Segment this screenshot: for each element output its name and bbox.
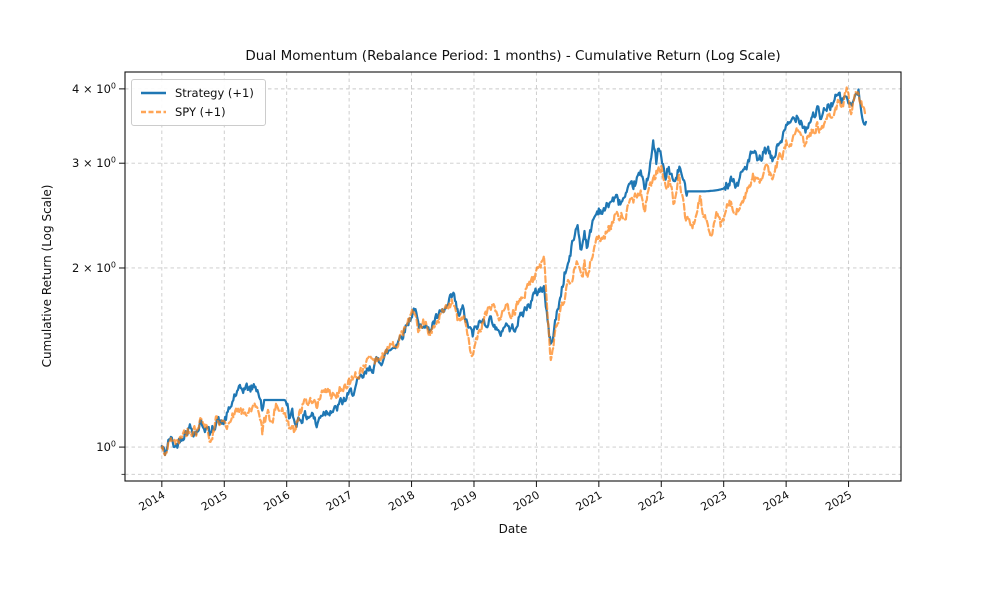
gridlines: [125, 72, 901, 481]
y-tick-label: 2 × 100: [72, 260, 116, 275]
y-axis-label: Cumulative Return (Log Scale): [40, 184, 54, 368]
x-tick-label: 2023: [698, 488, 729, 513]
plot-border: [124, 71, 902, 482]
y-tick-label: 4 × 100: [72, 81, 116, 96]
x-tick-label: 2022: [636, 488, 667, 513]
legend-spy-line-icon: [141, 110, 166, 114]
legend-item-spy: SPY (+1): [140, 105, 254, 119]
x-tick-label: 2020: [511, 488, 542, 513]
legend-item-strategy: Strategy (+1): [140, 86, 254, 100]
legend-label: SPY (+1): [175, 105, 226, 119]
y-tick-label: 100: [96, 440, 116, 455]
legend-strategy-line-icon: [141, 91, 166, 95]
x-tick-label: 2024: [761, 488, 792, 513]
x-tick-label: 2021: [574, 488, 605, 513]
series-layer: [160, 86, 868, 457]
x-tick-label: 2016: [261, 488, 292, 513]
legend: Strategy (+1) SPY (+1): [131, 79, 266, 126]
x-axis-label: Date: [498, 522, 528, 536]
x-tick-label: 2018: [386, 488, 417, 513]
x-tick-label: 2014: [137, 488, 168, 513]
x-tick-label: 2015: [199, 488, 230, 513]
x-tick-label: 2025: [823, 488, 854, 513]
x-tick-label: 2017: [324, 488, 355, 513]
x-tick-label: 2019: [449, 488, 480, 513]
legend-label: Strategy (+1): [175, 86, 254, 100]
strategy-line: [160, 88, 868, 457]
spy-line: [160, 86, 868, 457]
y-tick-label: 3 × 100: [72, 156, 116, 171]
chart-title: Dual Momentum (Rebalance Period: 1 month…: [245, 48, 781, 64]
